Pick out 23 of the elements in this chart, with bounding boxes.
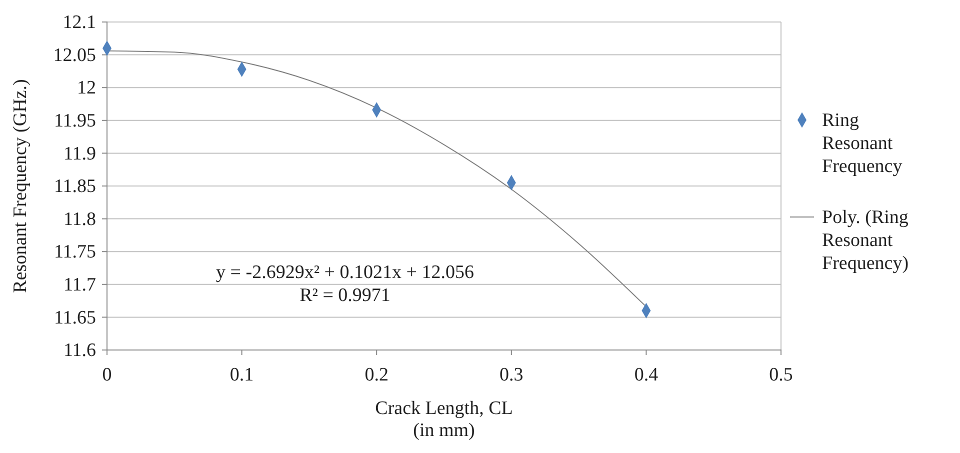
legend-label: Poly. (Ring Resonant Frequency) xyxy=(822,207,909,274)
y-tick-label: 11.7 xyxy=(63,274,96,296)
x-tick-label: 0.1 xyxy=(230,364,254,386)
legend-label: Ring Resonant Frequency xyxy=(822,110,903,177)
x-axis-title: Crack Length, CL (in mm) xyxy=(375,398,513,441)
y-tick-label: 12.05 xyxy=(53,44,96,66)
y-tick-label: 11.6 xyxy=(63,340,96,362)
y-tick-label: 11.95 xyxy=(54,110,96,132)
x-tick-label: 0.4 xyxy=(634,364,659,386)
annotation: y = -2.6929x² + 0.1021x + 12.056 xyxy=(216,262,474,283)
y-tick-label: 11.8 xyxy=(63,208,96,230)
y-tick-label: 12 xyxy=(77,78,96,99)
x-tick-label: 0 xyxy=(102,364,112,386)
x-tick-label: 0.3 xyxy=(500,364,524,386)
y-tick-label: 11.85 xyxy=(54,176,96,198)
y-tick-label: 11.75 xyxy=(54,242,96,263)
y-axis-title: Resonant Frequency (GHz.) xyxy=(10,79,31,293)
x-tick-label: 0.2 xyxy=(364,364,388,386)
y-tick-label: 11.65 xyxy=(54,307,96,328)
annotation: R² = 0.9971 xyxy=(300,285,390,306)
y-tick-label: 12.1 xyxy=(62,12,96,34)
y-tick-label: 11.9 xyxy=(63,143,96,164)
x-tick-label: 0.5 xyxy=(769,364,793,386)
